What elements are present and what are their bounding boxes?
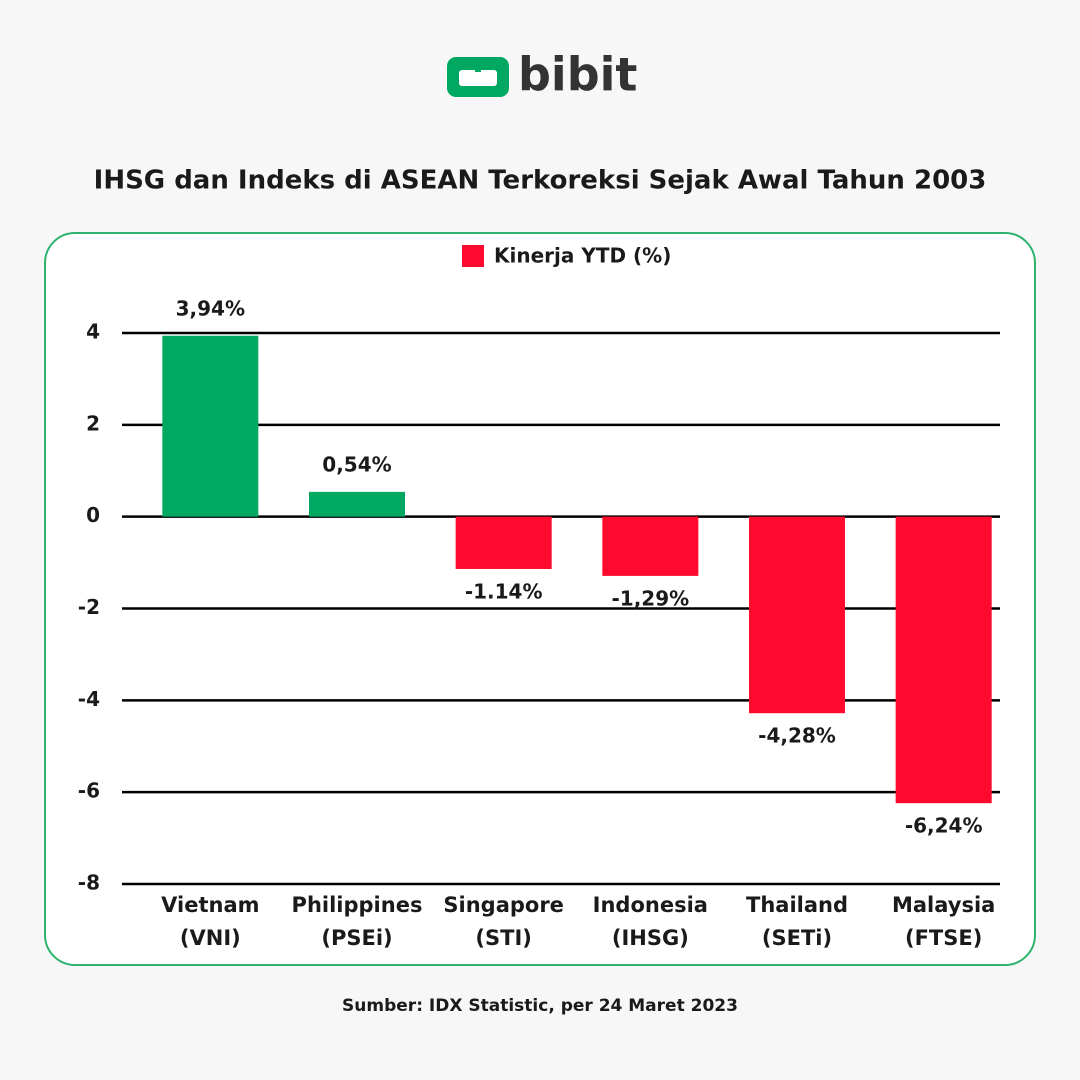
value-label: -4,28% [758, 724, 836, 748]
y-tick-label: -2 [78, 595, 100, 619]
x-tick-label: Thailand [746, 893, 848, 917]
bar [162, 335, 259, 517]
bar [749, 516, 845, 714]
bar [602, 516, 699, 576]
card [44, 232, 1036, 966]
y-tick-label: -6 [78, 779, 100, 803]
value-label: -1.14% [465, 580, 543, 604]
x-tick-label: (VNI) [180, 926, 241, 950]
x-tick-label: (FTSE) [905, 926, 982, 950]
bar [309, 491, 405, 517]
brand: bibit [518, 48, 637, 102]
y-tick-label: 2 [86, 411, 100, 435]
logo-icon [447, 57, 509, 97]
y-tick-label: 4 [86, 320, 100, 344]
x-tick-label: Indonesia [593, 893, 708, 917]
x-tick-label: Vietnam [161, 893, 259, 917]
x-tick-label: (SETi) [762, 926, 832, 950]
x-tick-label: Malaysia [892, 893, 995, 917]
value-label: 3,94% [176, 296, 245, 320]
y-tick-label: -8 [78, 871, 100, 895]
legend-label: Kinerja YTD (%) [494, 244, 671, 268]
value-label: 0,54% [322, 452, 391, 476]
bar [895, 516, 992, 804]
x-tick-label: Singapore [443, 893, 564, 917]
x-tick-label: (STI) [475, 926, 531, 950]
value-label: -6,24% [905, 814, 983, 838]
chart-title: IHSG dan Indeks di ASEAN Terkoreksi Seja… [94, 166, 987, 196]
value-label: -1,29% [611, 586, 689, 610]
x-tick-label: (PSEi) [321, 926, 392, 950]
y-tick-label: -4 [78, 687, 100, 711]
x-tick-label: (IHSG) [612, 926, 689, 950]
legend-swatch [462, 245, 484, 267]
bar [455, 516, 552, 570]
y-tick-label: 0 [86, 503, 100, 527]
x-tick-label: Philippines [292, 893, 423, 917]
source: Sumber: IDX Statistic, per 24 Maret 2023 [342, 996, 738, 1016]
